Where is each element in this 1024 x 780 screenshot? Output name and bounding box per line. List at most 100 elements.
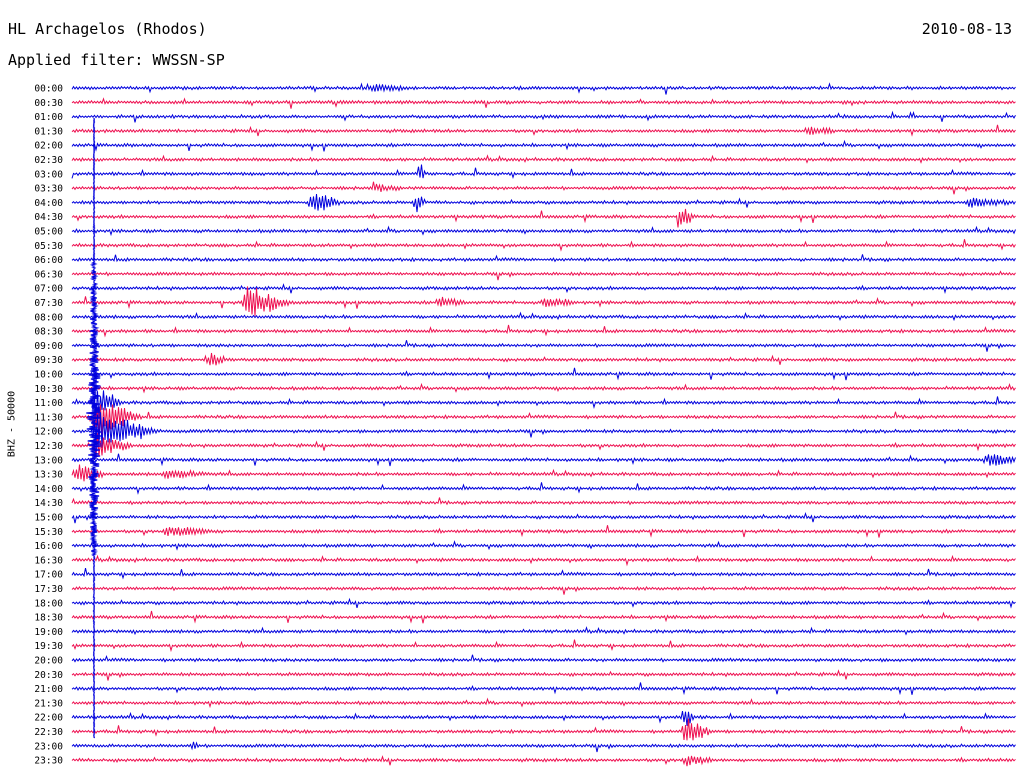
row-time-label: 08:00 [34, 312, 63, 323]
row-time-label: 12:00 [34, 427, 63, 438]
trace-line [71, 718, 1016, 741]
row-time-label: 23:30 [34, 756, 63, 767]
trace-line [71, 194, 1016, 213]
row-time-label: 22:30 [34, 727, 63, 738]
row-time-label: 20:00 [34, 656, 63, 667]
trace-line [71, 741, 1016, 753]
row-time-label: 07:00 [34, 284, 63, 295]
trace-line [71, 225, 1016, 237]
trace-line [71, 412, 1016, 448]
trace-line [71, 382, 1016, 394]
row-time-label: 20:30 [34, 670, 63, 681]
row-time-label: 06:00 [34, 255, 63, 266]
row-time-label: 16:30 [34, 555, 63, 566]
row-time-label: 10:00 [34, 370, 63, 381]
trace-line [71, 404, 1016, 436]
date-label: 2010-08-13 [921, 20, 1012, 38]
row-time-label: 19:30 [34, 641, 63, 652]
trace-line [71, 525, 1016, 538]
trace-line [71, 82, 1016, 95]
trace-line [71, 164, 1016, 180]
trace-line [71, 270, 1016, 281]
row-time-label: 13:30 [34, 470, 63, 481]
filter-label: Applied filter: WWSSN-SP [8, 51, 225, 69]
row-time-label: 21:30 [34, 698, 63, 709]
trace-line [71, 639, 1016, 653]
row-time-label: 18:30 [34, 613, 63, 624]
row-time-label: 21:00 [34, 684, 63, 695]
trace-line [71, 597, 1016, 609]
row-time-label: 14:30 [34, 498, 63, 509]
trace-line [71, 181, 1016, 195]
row-time-label: 14:00 [34, 484, 63, 495]
row-time-label: 01:00 [34, 112, 63, 123]
row-time-label: 15:30 [34, 527, 63, 538]
trace-line [71, 311, 1016, 322]
trace-line [71, 464, 1016, 482]
trace-line [71, 324, 1016, 338]
trace-line [71, 139, 1016, 152]
row-time-label: 18:00 [34, 598, 63, 609]
trace-line [71, 610, 1016, 624]
row-time-label: 12:30 [34, 441, 63, 452]
trace-line [71, 352, 1016, 366]
trace-line [71, 669, 1016, 681]
trace-line [71, 367, 1016, 381]
row-time-label: 22:00 [34, 713, 63, 724]
trace-line [71, 540, 1016, 551]
trace-line [71, 124, 1016, 137]
row-time-label: 03:30 [34, 184, 63, 195]
row-time-label: 06:30 [34, 269, 63, 280]
row-time-label: 04:00 [34, 198, 63, 209]
trace-line [71, 110, 1016, 123]
row-time-label: 03:00 [34, 169, 63, 180]
row-time-label: 00:00 [34, 84, 63, 95]
row-time-label: 17:30 [34, 584, 63, 595]
trace-line [71, 390, 1016, 420]
row-time-label: 15:00 [34, 513, 63, 524]
trace-line [71, 97, 1016, 109]
station-title: HL Archagelos (Rhodos) [8, 20, 207, 38]
trace-line [71, 682, 1016, 696]
trace-line [71, 654, 1016, 663]
row-time-label: 09:30 [34, 355, 63, 366]
trace-line [71, 755, 1016, 767]
row-time-label: 16:00 [34, 541, 63, 552]
trace-line [71, 433, 1016, 458]
trace-line [86, 117, 102, 739]
trace-line [71, 453, 1016, 467]
trace-line [71, 567, 1016, 580]
row-time-label: 01:30 [34, 126, 63, 137]
trace-line [71, 239, 1016, 252]
row-time-label: 17:00 [34, 570, 63, 581]
row-time-label: 08:30 [34, 327, 63, 338]
trace-line [71, 585, 1016, 595]
row-time-label: 11:00 [34, 398, 63, 409]
trace-line [71, 286, 1016, 316]
row-time-label: 00:30 [34, 98, 63, 109]
trace-line [71, 626, 1016, 636]
trace-line [71, 340, 1016, 352]
row-time-label: 23:00 [34, 741, 63, 752]
row-time-label: 19:00 [34, 627, 63, 638]
row-time-label: 13:00 [34, 455, 63, 466]
row-time-label: 05:00 [34, 227, 63, 238]
row-time-label: 02:30 [34, 155, 63, 166]
trace-line [71, 283, 1016, 295]
row-time-label: 02:00 [34, 141, 63, 152]
trace-line [71, 497, 1016, 506]
row-time-label: 09:00 [34, 341, 63, 352]
trace-line [71, 511, 1016, 524]
row-time-label: 11:30 [34, 412, 63, 423]
row-time-label: 04:30 [34, 212, 63, 223]
trace-line [71, 254, 1016, 263]
row-time-label: 07:30 [34, 298, 63, 309]
trace-line [71, 482, 1016, 495]
row-time-label: 10:30 [34, 384, 63, 395]
row-time-label: 05:30 [34, 241, 63, 252]
trace-line [71, 554, 1016, 567]
trace-line [71, 154, 1016, 164]
trace-line [71, 208, 1016, 228]
trace-line [71, 697, 1016, 709]
